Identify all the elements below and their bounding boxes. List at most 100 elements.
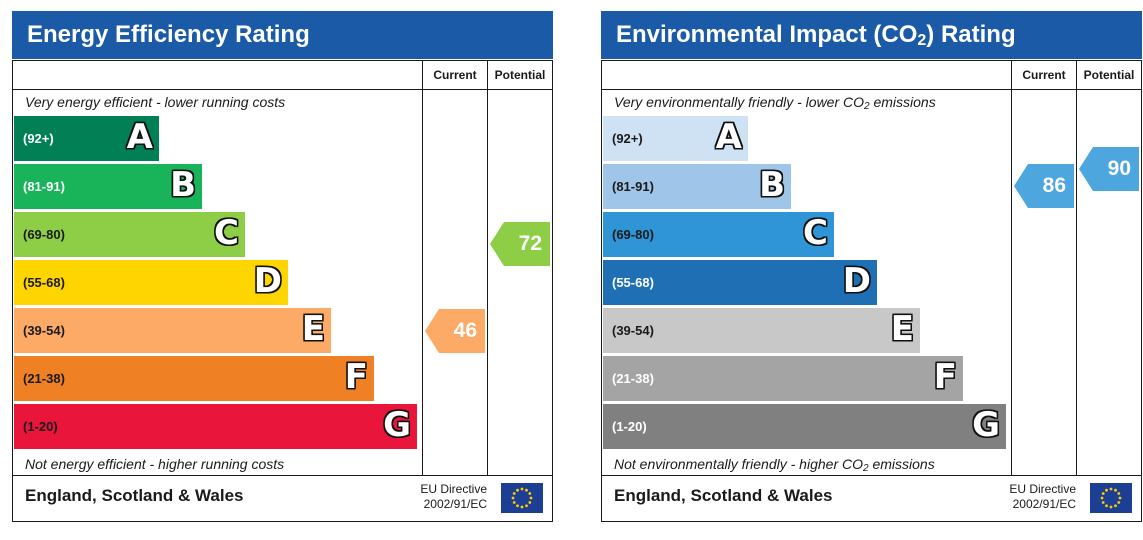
top-note: Very energy efficient - lower running co… (25, 94, 286, 110)
band-range: (92+) (612, 131, 643, 146)
band-range: (55-68) (23, 275, 65, 290)
rating-band-b: (81-91) B (14, 164, 202, 209)
bottom-note: Not energy efficient - higher running co… (25, 456, 285, 472)
star-icon (1117, 492, 1121, 495)
band-letter: A (126, 117, 153, 157)
band-letter: G (383, 405, 411, 445)
star-icon (1114, 504, 1117, 508)
star-icon (511, 496, 515, 500)
band-range: (39-54) (612, 323, 654, 338)
band-range: (55-68) (612, 275, 654, 290)
directive-line-2: 2002/91/EC (423, 497, 487, 511)
rating-frame: Current Potential Very environmentally f… (601, 60, 1142, 522)
band-letter: F (344, 357, 368, 397)
band-letter: E (301, 309, 325, 349)
star-icon (1101, 492, 1105, 495)
star-icon (1109, 505, 1113, 509)
star-icon (520, 487, 524, 491)
band-letter: D (842, 261, 871, 301)
band-letter: B (759, 165, 785, 205)
directive-line-2: 2002/91/EC (1012, 497, 1076, 511)
divider (422, 61, 423, 475)
band-letter: B (170, 165, 196, 205)
band-range: (81-91) (612, 179, 654, 194)
star-icon (512, 501, 516, 504)
star-icon (1118, 496, 1122, 500)
band-range: (1-20) (612, 419, 647, 434)
band-letter: C (803, 213, 828, 253)
eu-directive: EU Directive 2002/91/EC (401, 482, 487, 512)
star-icon (520, 505, 524, 509)
eu-flag-icon (1090, 483, 1132, 513)
divider (13, 475, 552, 476)
divider (602, 475, 1141, 476)
potential-rating-arrow: 72 (490, 222, 550, 266)
divider (487, 61, 488, 475)
current-column-header: Current (433, 68, 477, 82)
band-letter: F (933, 357, 957, 397)
star-icon (1109, 487, 1113, 491)
divider (1076, 61, 1077, 475)
band-range: (39-54) (23, 323, 65, 338)
current-rating-arrow: 86 (1014, 164, 1074, 208)
chart-title: Environmental Impact (CO2) Rating (616, 21, 1016, 49)
band-range: (1-20) (23, 419, 58, 434)
star-icon (1105, 488, 1108, 492)
band-range: (69-80) (612, 227, 654, 242)
star-icon (529, 496, 533, 500)
star-icon (1114, 488, 1117, 492)
star-icon (528, 492, 532, 495)
region-label: England, Scotland & Wales (614, 486, 833, 505)
rating-frame: Current Potential Very energy efficient … (12, 60, 553, 522)
potential-rating-value: 90 (1107, 157, 1131, 180)
potential-column-header: Potential (1083, 68, 1135, 82)
star-icon (1105, 504, 1108, 508)
rating-band-d: (55-68) D (603, 260, 877, 305)
current-rating-value: 86 (1042, 174, 1066, 197)
rating-band-e: (39-54) E (14, 308, 331, 353)
star-icon (516, 488, 519, 492)
band-letter: C (214, 213, 239, 253)
current-rating-arrow: 46 (425, 309, 485, 353)
current-rating-value: 46 (453, 319, 477, 342)
rating-band-a: (92+) A (603, 116, 748, 161)
region-label: England, Scotland & Wales (25, 486, 244, 505)
star-icon (1101, 501, 1105, 504)
band-range: (21-38) (612, 371, 654, 386)
environmental-impact-panel: Environmental Impact (CO2) Rating Curren… (601, 11, 1142, 522)
title-bar: Environmental Impact (CO2) Rating (601, 11, 1142, 59)
star-icon (1117, 501, 1121, 504)
rating-band-a: (92+) A (14, 116, 159, 161)
rating-band-c: (69-80) C (603, 212, 834, 257)
star-icon (1100, 496, 1104, 500)
rating-band-f: (21-38) F (14, 356, 374, 401)
eu-flag-icon (501, 483, 543, 513)
star-icon (525, 488, 528, 492)
rating-band-g: (1-20) G (14, 404, 417, 449)
band-letter: D (253, 261, 282, 301)
divider (1011, 61, 1012, 475)
rating-band-b: (81-91) B (603, 164, 791, 209)
divider (13, 89, 552, 90)
current-column-header: Current (1022, 68, 1066, 82)
directive-line-1: EU Directive (420, 482, 487, 496)
potential-rating-value: 72 (518, 232, 542, 255)
star-icon (525, 504, 528, 508)
rating-band-g: (1-20) G (603, 404, 1006, 449)
star-icon (516, 504, 519, 508)
band-range: (81-91) (23, 179, 65, 194)
rating-band-e: (39-54) E (603, 308, 920, 353)
band-letter: G (972, 405, 1000, 445)
divider (602, 89, 1141, 90)
eu-directive: EU Directive 2002/91/EC (990, 482, 1076, 512)
rating-band-c: (69-80) C (14, 212, 245, 257)
rating-band-f: (21-38) F (603, 356, 963, 401)
rating-band-d: (55-68) D (14, 260, 288, 305)
band-letter: A (715, 117, 742, 157)
energy-efficiency-panel: Energy Efficiency Rating Current Potenti… (12, 11, 553, 522)
top-note: Very environmentally friendly - lower CO… (614, 94, 936, 112)
potential-column-header: Potential (494, 68, 546, 82)
band-range: (92+) (23, 131, 54, 146)
band-range: (21-38) (23, 371, 65, 386)
directive-line-1: EU Directive (1009, 482, 1076, 496)
